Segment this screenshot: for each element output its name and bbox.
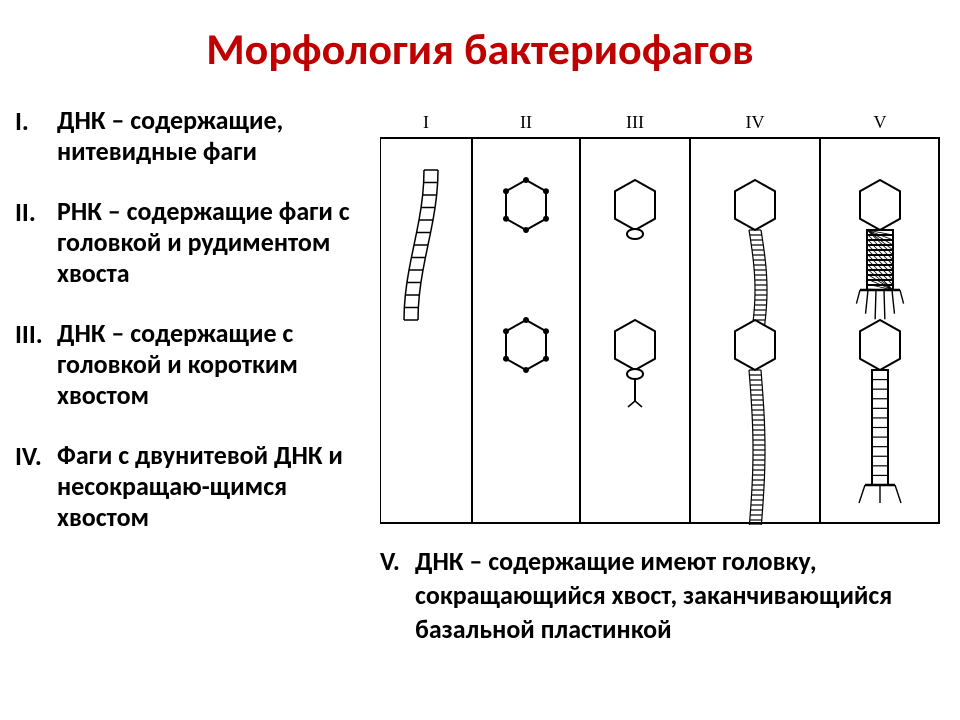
left-list: I. ДНК – содержащие, нитевидные фаги II.… [15, 105, 360, 562]
svg-text:IV: IV [746, 112, 765, 132]
item-text: Фаги с двунитевой ДНК и несокращаю-щимся… [57, 440, 360, 532]
item-num: I. [15, 105, 57, 166]
list-item: I. ДНК – содержащие, нитевидные фаги [15, 105, 360, 166]
svg-text:V: V [874, 112, 887, 132]
list-item: III. ДНК – содержащие с головкой и корот… [15, 318, 360, 410]
item-num: II. [15, 196, 57, 288]
svg-text:III: III [626, 112, 644, 132]
item-text: ДНК – содержащие с головкой и коротким х… [57, 318, 360, 410]
item-text: ДНК – содержащие имеют головку, сокращаю… [415, 545, 935, 646]
item-text: РНК – содержащие фаги с головкой и рудим… [57, 196, 360, 288]
list-item: IV. Фаги с двунитевой ДНК и несокращаю-щ… [15, 440, 360, 532]
phage-diagram: IIIIIIIVV [380, 110, 940, 525]
item-num: IV. [15, 440, 57, 532]
item-num: V. [380, 545, 415, 646]
list-item: II. РНК – содержащие фаги с головкой и р… [15, 196, 360, 288]
svg-text:I: I [423, 112, 429, 132]
item-num: III. [15, 318, 57, 410]
item-v: V. ДНК – содержащие имеют головку, сокра… [380, 545, 935, 646]
svg-text:II: II [520, 112, 532, 132]
item-text: ДНК – содержащие, нитевидные фаги [57, 105, 360, 166]
slide-title: Морфология бактериофагов [0, 22, 960, 76]
